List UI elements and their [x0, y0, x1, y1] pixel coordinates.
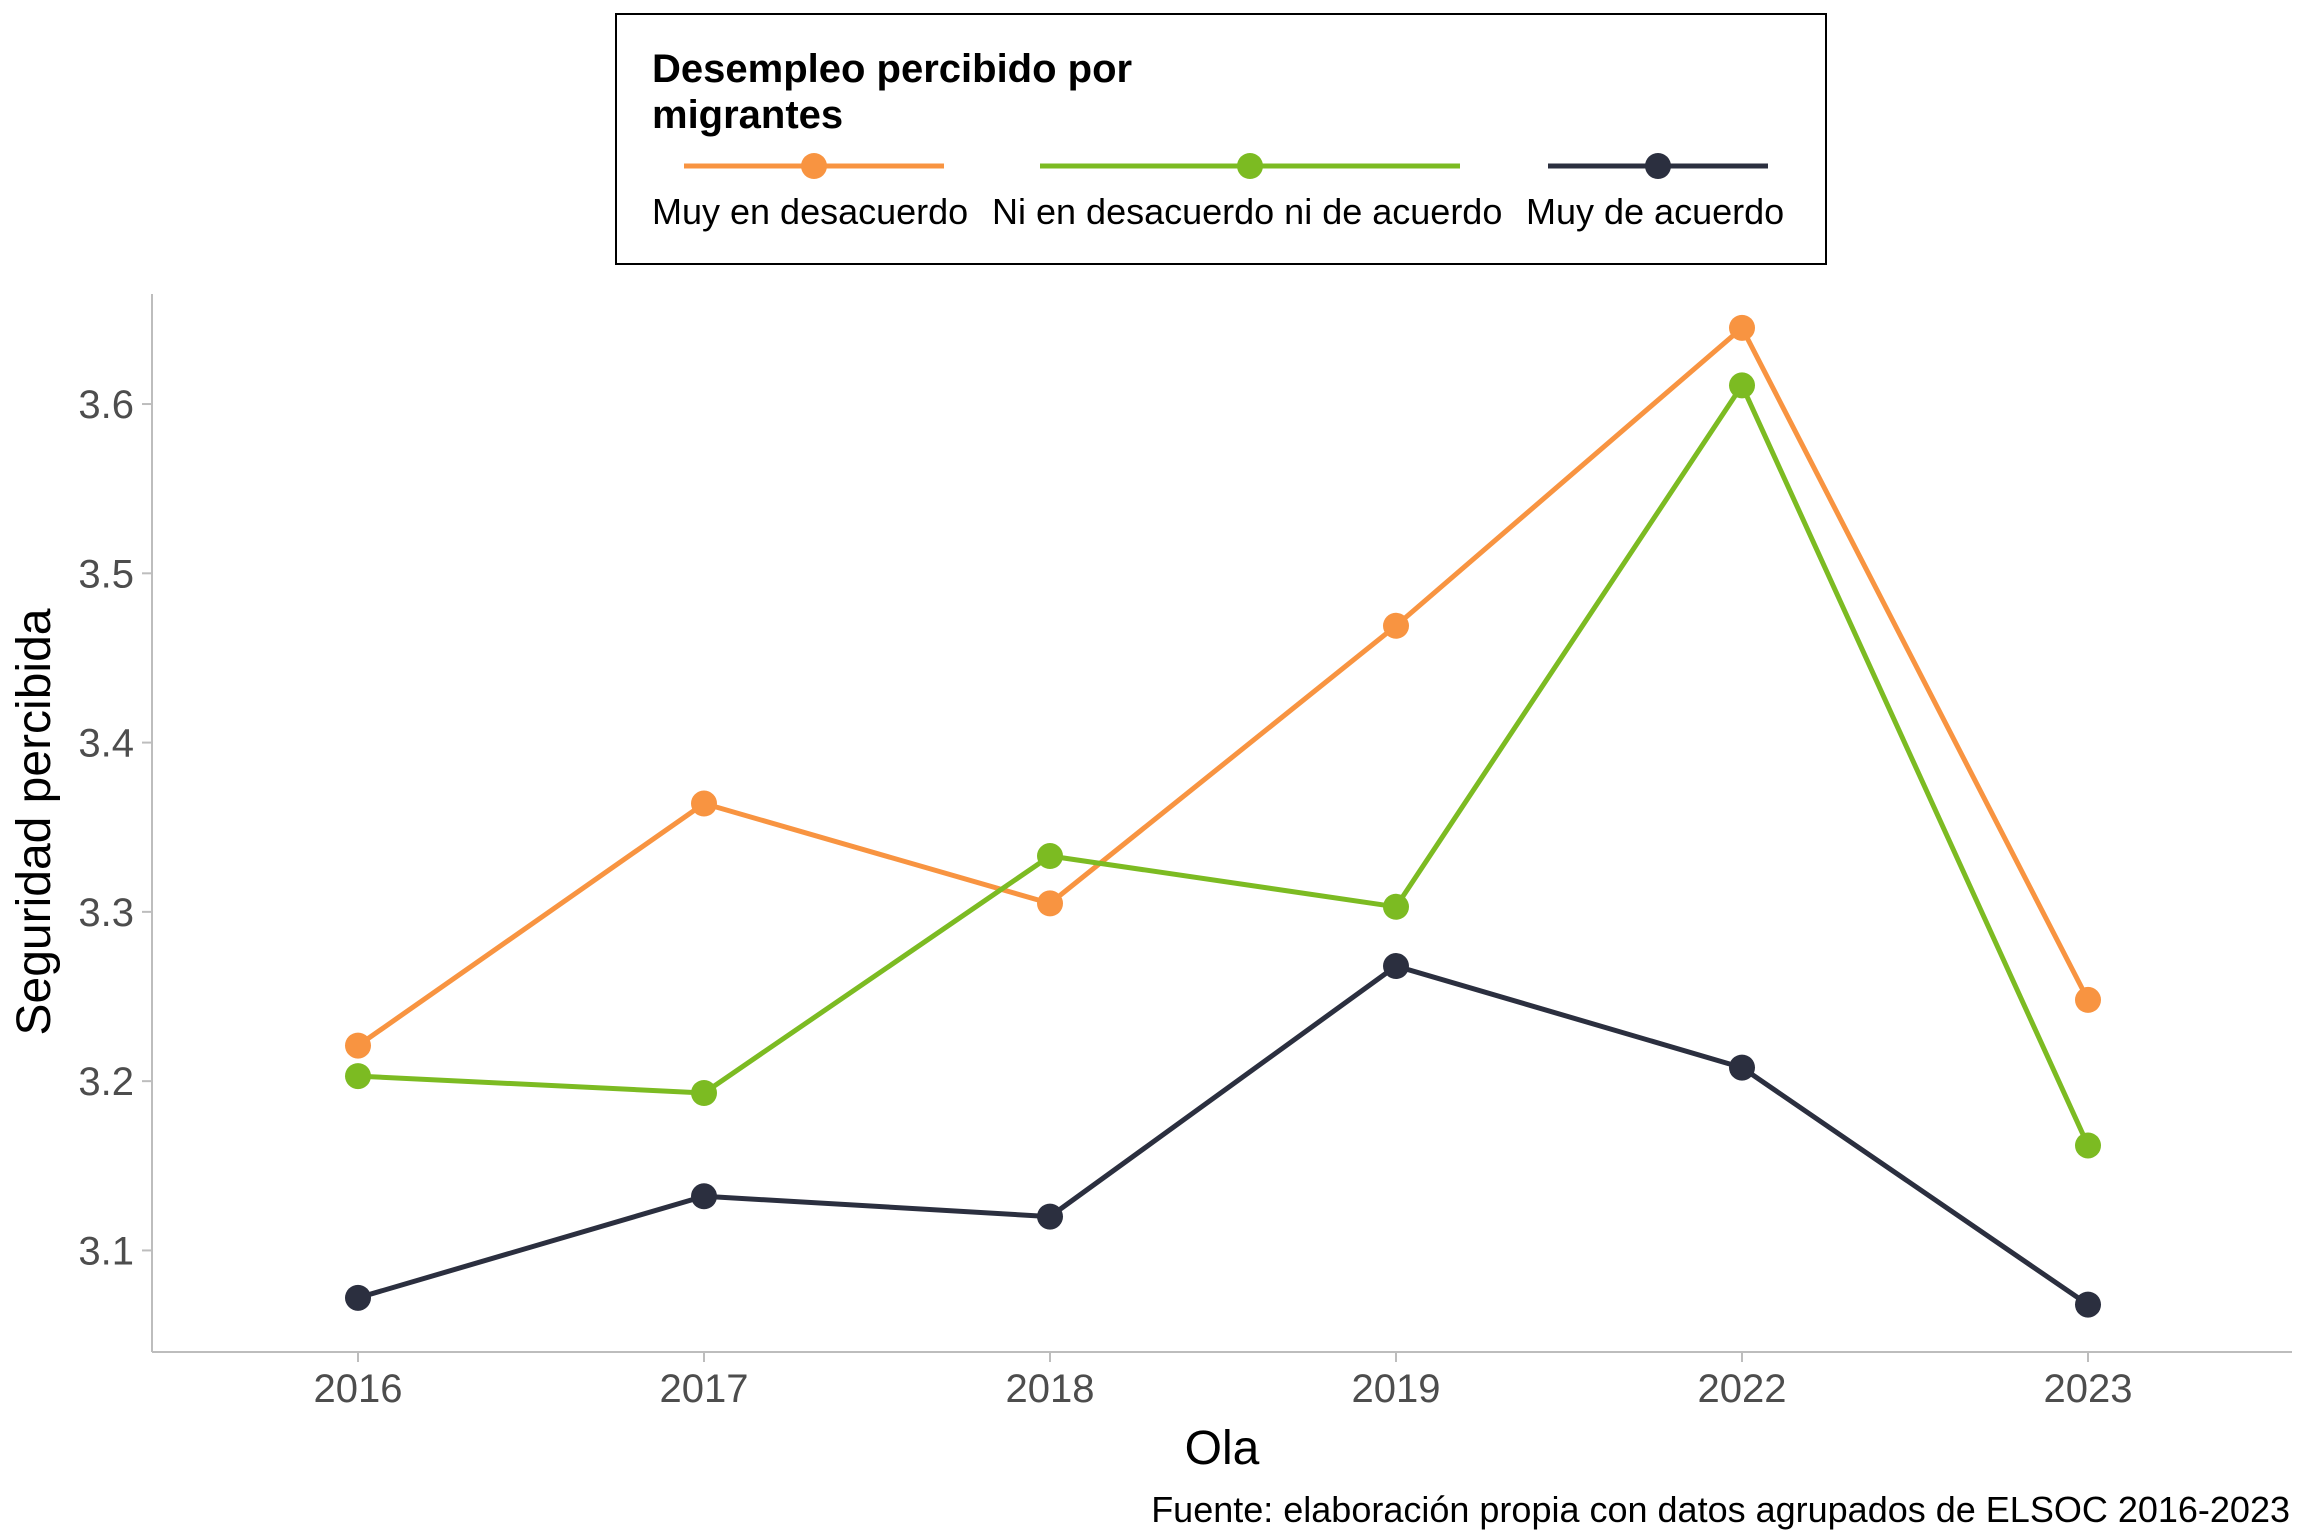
legend-title-line1: Desempleo percibido por: [652, 47, 1132, 91]
data-point: [2075, 986, 2101, 1013]
data-point: [345, 1063, 371, 1090]
data-point: [1037, 843, 1063, 870]
data-point: [345, 1284, 371, 1311]
legend-label: Ni en desacuerdo ni de acuerdo: [992, 191, 1502, 232]
data-point: [1383, 893, 1409, 920]
legend-item: Muy de acuerdo: [1526, 153, 1784, 232]
data-point: [1729, 1054, 1755, 1081]
x-tick-label: 2023: [2044, 1367, 2133, 1411]
legend-item: Muy en desacuerdo: [652, 153, 968, 232]
legend-title-line2: migrantes: [652, 93, 843, 137]
data-point: [691, 790, 717, 817]
y-tick-label: 3.4: [78, 722, 134, 766]
legend-key-point: [1237, 153, 1263, 179]
plot-panel: 3.1 3.2 3.3 3.4 3.5 3.6 2016 2017 2018 2019 2022 2…: [78, 294, 2292, 1411]
data-point: [691, 1183, 717, 1210]
y-tick-label: 3.5: [78, 552, 134, 596]
source-caption: Fuente: elaboración propia con datos agr…: [1151, 1489, 2290, 1530]
data-point: [2075, 1291, 2101, 1318]
legend-key-point: [1645, 153, 1671, 179]
data-point: [1037, 1203, 1063, 1230]
series-line: [356, 325, 2091, 1048]
legend-item: Ni en desacuerdo ni de acuerdo: [992, 153, 1502, 232]
data-point: [1037, 890, 1063, 917]
y-tick-label: 3.1: [78, 1229, 134, 1273]
data-point: [1383, 612, 1409, 639]
data-point: [2075, 1132, 2101, 1159]
y-tick-label: 3.2: [78, 1060, 134, 1104]
x-tick-label: 2019: [1352, 1367, 1441, 1411]
x-tick-label: 2022: [1698, 1367, 1787, 1411]
legend-box: [615, 13, 1827, 265]
series-1: [345, 314, 2101, 1059]
legend-key-point: [801, 153, 827, 179]
x-tick-label: 2016: [314, 1367, 403, 1411]
series-line: [357, 382, 2091, 1147]
x-axis-title: Ola: [1185, 1422, 1260, 1475]
legend-label: Muy en desacuerdo: [652, 191, 968, 232]
data-point: [1383, 953, 1409, 980]
data-point: [691, 1080, 717, 1107]
y-tick-label: 3.3: [78, 891, 134, 935]
x-tick-label: 2017: [660, 1367, 749, 1411]
series-line: [357, 963, 2090, 1307]
y-tick-label: 3.6: [78, 383, 134, 427]
data-point: [345, 1032, 371, 1059]
legend: Desempleo percibido por migrantes Muy en…: [615, 13, 1827, 265]
series-3: [345, 953, 2101, 1318]
legend-label: Muy de acuerdo: [1526, 191, 1784, 232]
series-2: [345, 372, 2101, 1159]
data-point: [1729, 372, 1755, 399]
x-tick-label: 2018: [1006, 1367, 1095, 1411]
data-point: [1729, 314, 1755, 341]
y-axis-title: Seguridad percibida: [8, 608, 61, 1035]
